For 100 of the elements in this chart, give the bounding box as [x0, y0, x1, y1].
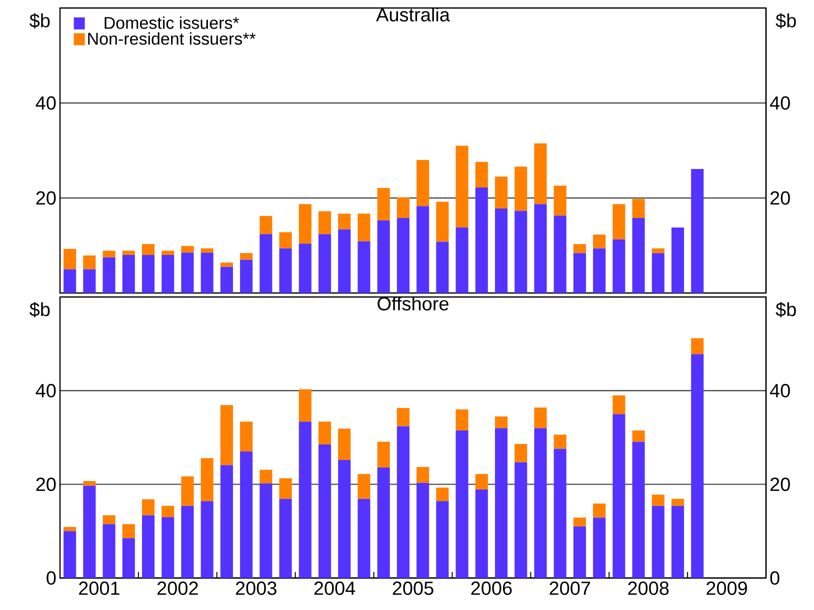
bar [102, 250, 116, 258]
bar [260, 234, 272, 293]
bar [260, 216, 272, 234]
bar [436, 488, 449, 502]
bar [475, 489, 488, 578]
bar [122, 524, 135, 538]
bar [396, 218, 410, 293]
y2-tick-label: 40 [770, 384, 790, 398]
bar [494, 176, 508, 208]
bar [200, 248, 214, 253]
bar [475, 162, 488, 188]
bar [396, 426, 410, 578]
legend-label: Non-resident issuers** [88, 32, 256, 45]
x-tick-label: 2009 [706, 582, 747, 595]
x-tick-label: 2008 [628, 582, 669, 595]
y-tick-label: 40 [36, 96, 56, 110]
x-tick-label: 2006 [471, 582, 512, 595]
bar [416, 466, 430, 483]
x-tick-label: 2007 [550, 582, 590, 595]
bar [338, 460, 351, 578]
bar [358, 498, 370, 578]
bar [554, 448, 566, 578]
bar [534, 204, 547, 293]
y2-tick-label: 0 [770, 571, 780, 585]
bar [298, 422, 312, 578]
bar [593, 248, 606, 293]
bar [396, 408, 410, 426]
bar [102, 524, 116, 578]
bar [83, 269, 96, 293]
bar [200, 501, 214, 578]
bar [64, 248, 76, 270]
bar [220, 262, 233, 267]
bar [494, 208, 508, 293]
bar [494, 416, 508, 428]
bar [279, 232, 292, 248]
bar [475, 188, 488, 293]
bar [240, 253, 253, 260]
bar [554, 186, 566, 216]
bar [632, 198, 645, 218]
bar [102, 257, 116, 293]
bar [83, 481, 96, 486]
bar [318, 444, 332, 578]
bar [240, 452, 253, 578]
bar [416, 160, 430, 206]
bar [298, 389, 312, 422]
bar [554, 434, 566, 449]
bar [181, 246, 194, 253]
bar [573, 244, 586, 254]
bar [298, 244, 312, 293]
bar [436, 501, 449, 578]
bar [377, 220, 390, 293]
bar [456, 227, 468, 293]
bar [691, 169, 704, 293]
bar [279, 498, 292, 578]
bar [593, 518, 606, 578]
bar [632, 430, 645, 442]
bar [671, 498, 684, 506]
bar [691, 354, 704, 578]
bar [142, 244, 155, 255]
bar [593, 234, 606, 248]
bar [64, 531, 76, 578]
bar [142, 254, 155, 293]
bar [162, 517, 174, 578]
bar [652, 506, 664, 578]
y-axis-title: $b [30, 302, 50, 318]
bar [514, 210, 528, 293]
bar [534, 408, 547, 428]
bar [240, 260, 253, 293]
bar [181, 506, 194, 578]
bar [573, 253, 586, 293]
bar [122, 250, 135, 255]
chart-title: Australia [376, 8, 450, 22]
bar [475, 474, 488, 490]
bar [318, 211, 332, 234]
bar [632, 442, 645, 578]
bar [554, 216, 566, 293]
bar [142, 499, 155, 516]
y2-tick-label: 20 [770, 478, 790, 492]
bar [377, 442, 390, 468]
bar [416, 206, 430, 293]
bar [514, 166, 528, 211]
bar [338, 214, 351, 230]
bar [318, 422, 332, 445]
y-axis-title: $b [30, 13, 50, 29]
bar [338, 428, 351, 460]
bar [162, 506, 174, 518]
bar [240, 422, 253, 452]
bar [456, 409, 468, 430]
y-tick-label: 0 [46, 571, 56, 585]
bar [652, 494, 664, 506]
x-tick-label: 2002 [157, 582, 198, 595]
bar [456, 430, 468, 578]
y2-axis-title: $b [776, 302, 796, 318]
bar [220, 405, 233, 466]
bar [162, 254, 174, 293]
y-tick-label: 20 [36, 478, 56, 492]
chart-title: Offshore [378, 296, 448, 310]
bar [181, 476, 194, 506]
bar [122, 538, 135, 578]
bar [416, 482, 430, 578]
